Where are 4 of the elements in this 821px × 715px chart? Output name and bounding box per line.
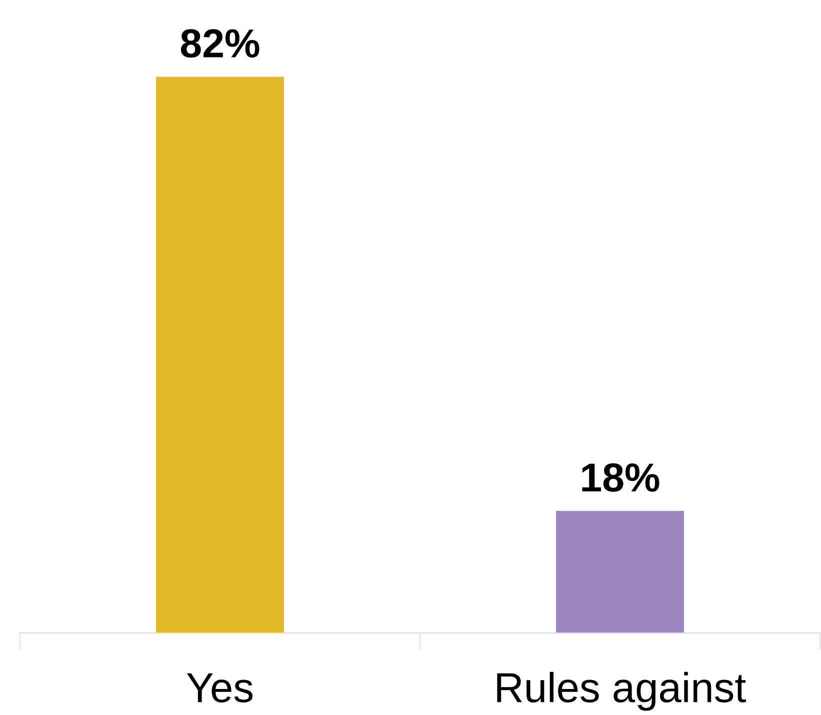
x-tick-label: Rules against (497, 672, 746, 711)
data-label: 82% (180, 29, 260, 58)
data-label: 18% (582, 463, 660, 492)
x-tick-label: Yes (186, 673, 252, 702)
